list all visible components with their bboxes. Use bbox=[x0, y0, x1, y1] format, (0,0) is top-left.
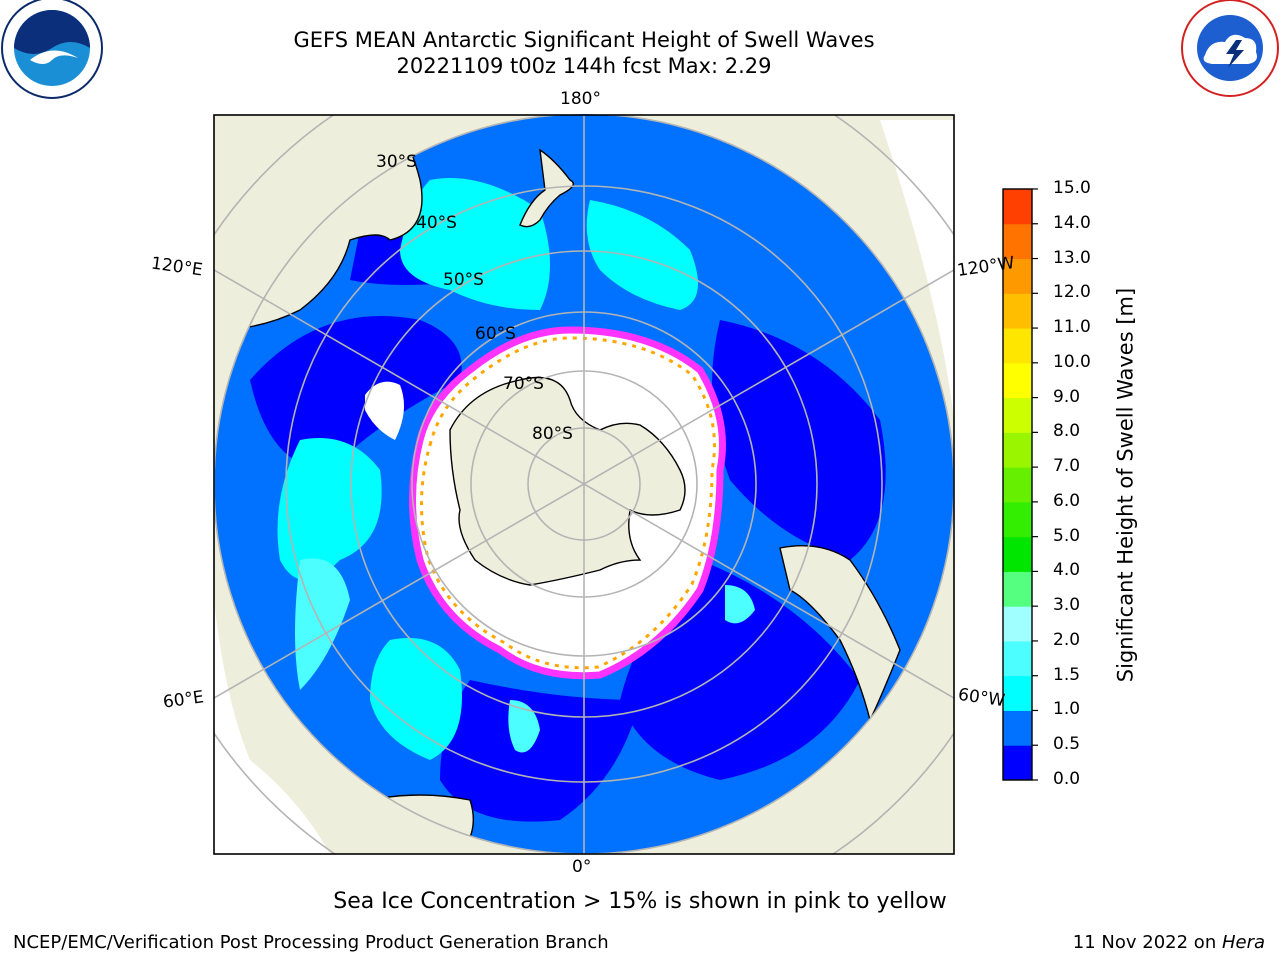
colorbar-tick-label: 1.0 bbox=[1053, 699, 1081, 720]
colorbar-segment bbox=[1003, 467, 1032, 503]
low-swell-zone-west bbox=[250, 316, 462, 470]
colorbar-tick-label: 6.0 bbox=[1053, 490, 1081, 511]
colorbar-segment bbox=[1003, 745, 1032, 781]
footer-date: 11 Nov 2022 on Hera bbox=[1073, 932, 1265, 953]
colorbar-segment bbox=[1003, 258, 1032, 294]
high-swell-patch-tasman bbox=[400, 178, 550, 310]
high-swell-patch-indian bbox=[277, 438, 382, 580]
footer-host: Hera bbox=[1221, 932, 1265, 953]
colorbar-segment bbox=[1003, 710, 1032, 746]
colorbar-tick-label: 11.0 bbox=[1053, 317, 1091, 338]
colorbar-segment bbox=[1003, 675, 1032, 711]
lat-label-70s: 70°S bbox=[503, 374, 544, 394]
colorbar-tick-label: 12.0 bbox=[1053, 282, 1091, 303]
colorbar-tick-label: 0.5 bbox=[1053, 734, 1081, 755]
colorbar-label: Significant Height of Swell Waves [m] bbox=[1113, 287, 1138, 683]
national-weather-service-logo bbox=[1181, 0, 1279, 97]
map-frame bbox=[213, 114, 955, 855]
colorbar-segment bbox=[1003, 362, 1032, 399]
colorbar-tick-label: 9.0 bbox=[1053, 386, 1081, 407]
colorbar-tick-label: 10.0 bbox=[1053, 351, 1091, 372]
lat-label-50s: 50°S bbox=[443, 270, 484, 290]
high-swell-patch-small bbox=[508, 700, 540, 753]
no-data-area bbox=[214, 600, 330, 854]
colorbar-tick-label: 2.0 bbox=[1053, 629, 1081, 650]
lat-label-40s: 40°S bbox=[416, 213, 457, 233]
colorbar-segment bbox=[1003, 536, 1032, 572]
colorbar-tick-label: 13.0 bbox=[1053, 247, 1091, 268]
footer-date-text: 11 Nov 2022 on bbox=[1072, 932, 1222, 953]
colorbar-segment bbox=[1003, 189, 1032, 225]
colorbar-segment bbox=[1003, 223, 1032, 260]
high-swell-patch-west bbox=[295, 558, 350, 690]
colorbar-segment bbox=[1003, 328, 1032, 364]
colorbar-segment bbox=[1003, 293, 1032, 329]
high-swell-patch-pacific bbox=[586, 200, 698, 310]
colorbar-segment bbox=[1003, 606, 1032, 642]
colorbar-segment bbox=[1003, 640, 1032, 677]
colorbar-segment bbox=[1003, 432, 1032, 468]
low-swell-zone-south bbox=[440, 680, 640, 822]
noaa-logo bbox=[1, 0, 103, 99]
colorbar-frame bbox=[1002, 188, 1033, 781]
antarctica-land bbox=[449, 376, 686, 586]
colorbar-tick-label: 7.0 bbox=[1053, 456, 1081, 477]
colorbar-tick-label: 3.0 bbox=[1053, 595, 1081, 616]
graticule bbox=[214, 115, 954, 854]
chart-subtitle: 20221109 t00z 144h fcst Max: 2.29 bbox=[396, 54, 772, 78]
chart-title: GEFS MEAN Antarctic Significant Height o… bbox=[293, 28, 875, 52]
colorbar-tick-label: 14.0 bbox=[1053, 212, 1091, 233]
colorbar-tick-label: 4.0 bbox=[1053, 560, 1081, 581]
lat-label-80s: 80°S bbox=[532, 424, 573, 444]
lon-label-0: 0° bbox=[572, 857, 592, 877]
sea-ice-edge-orange bbox=[419, 336, 716, 670]
colorbar-segment bbox=[1003, 397, 1032, 433]
no-data-area-right bbox=[880, 120, 954, 420]
high-swell-patch-south-indian bbox=[370, 638, 462, 760]
colorbar-tick-label: 15.0 bbox=[1053, 178, 1091, 198]
lat-label-30s: 30°S bbox=[376, 152, 417, 172]
colorbar-segment bbox=[1003, 501, 1032, 538]
colorbar bbox=[1002, 188, 1038, 781]
colorbar-segment bbox=[1003, 571, 1032, 607]
sea-ice-caption: Sea Ice Concentration > 15% is shown in … bbox=[333, 889, 947, 914]
lon-label-180: 180° bbox=[560, 89, 601, 109]
colorbar-tick-label: 8.0 bbox=[1053, 421, 1081, 442]
colorbar-tick-label: 1.5 bbox=[1053, 664, 1081, 685]
lat-label-60s: 60°S bbox=[475, 324, 516, 344]
colorbar-tick-label: 5.0 bbox=[1053, 525, 1081, 546]
high-swell-patch-atlantic bbox=[725, 585, 755, 624]
footer-credit: NCEP/EMC/Verification Post Processing Pr… bbox=[13, 932, 609, 953]
kerguelen-ice bbox=[365, 381, 404, 440]
colorbar-tick-label: 0.0 bbox=[1053, 769, 1081, 789]
